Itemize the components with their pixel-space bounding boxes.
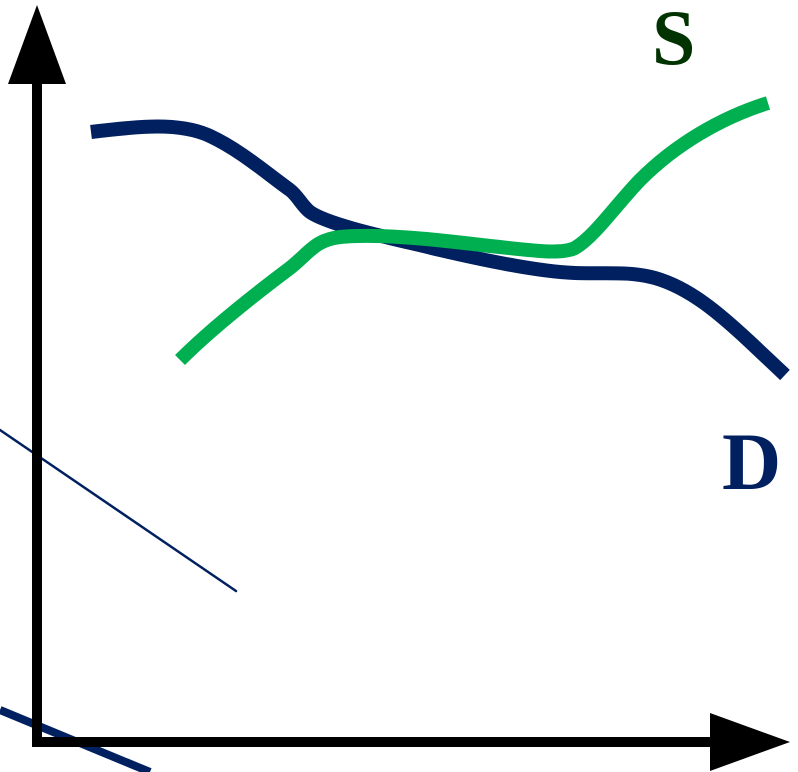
demand-label: D <box>722 416 781 507</box>
supply-label: S <box>652 0 695 81</box>
y-axis-arrowhead <box>8 5 66 84</box>
supply-curve <box>175 96 771 365</box>
x-axis-arrowhead <box>710 713 790 771</box>
